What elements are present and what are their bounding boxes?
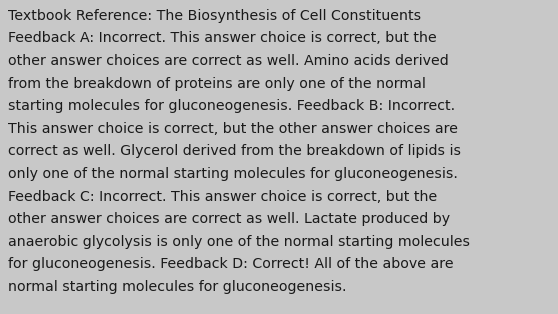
Text: Feedback C: Incorrect. This answer choice is correct, but the: Feedback C: Incorrect. This answer choic… [8,190,437,204]
Text: other answer choices are correct as well. Lactate produced by: other answer choices are correct as well… [8,212,450,226]
Text: Feedback A: Incorrect. This answer choice is correct, but the: Feedback A: Incorrect. This answer choic… [8,31,436,46]
Text: normal starting molecules for gluconeogenesis.: normal starting molecules for gluconeoge… [8,280,347,294]
Text: only one of the normal starting molecules for gluconeogenesis.: only one of the normal starting molecule… [8,167,458,181]
Text: other answer choices are correct as well. Amino acids derived: other answer choices are correct as well… [8,54,449,68]
Text: Textbook Reference: The Biosynthesis of Cell Constituents: Textbook Reference: The Biosynthesis of … [8,9,421,23]
Text: anaerobic glycolysis is only one of the normal starting molecules: anaerobic glycolysis is only one of the … [8,235,470,249]
Text: starting molecules for gluconeogenesis. Feedback B: Incorrect.: starting molecules for gluconeogenesis. … [8,99,455,113]
Text: from the breakdown of proteins are only one of the normal: from the breakdown of proteins are only … [8,77,426,91]
Text: for gluconeogenesis. Feedback D: Correct! All of the above are: for gluconeogenesis. Feedback D: Correct… [8,257,454,272]
Text: correct as well. Glycerol derived from the breakdown of lipids is: correct as well. Glycerol derived from t… [8,144,461,159]
Text: This answer choice is correct, but the other answer choices are: This answer choice is correct, but the o… [8,122,458,136]
